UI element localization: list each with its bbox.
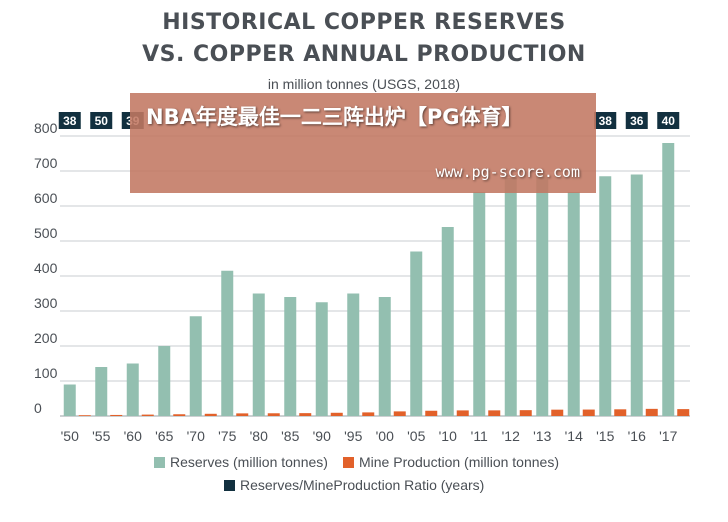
reserves-bar xyxy=(536,174,549,416)
x-axis-ticks: '50 '55 '60 '65 '70 '75 '80 '85 '90 '95 '00 '05 '10 '… xyxy=(61,428,678,444)
x-tick-label: '11 xyxy=(471,428,488,444)
production-bar xyxy=(456,410,469,416)
ratio-badge xyxy=(594,112,617,129)
ratio-label: 38 xyxy=(63,114,77,128)
legend-swatch-ratio xyxy=(224,479,235,491)
y-tick-label: 300 xyxy=(34,295,58,311)
x-tick-label: '55 xyxy=(92,428,110,444)
ratio-badge xyxy=(90,112,113,129)
ratio-badge xyxy=(625,112,648,129)
reserves-bar xyxy=(630,174,643,416)
legend-item-ratio: Reserves/MineProduction Ratio (years) xyxy=(224,477,484,493)
bars xyxy=(63,143,690,416)
reserves-bar xyxy=(252,293,265,416)
y-tick-label: 200 xyxy=(34,330,58,346)
ratio-label: 40 xyxy=(662,114,676,128)
x-tick-label: '85 xyxy=(281,428,299,444)
banner-url: www.pg-score.com xyxy=(435,163,581,181)
production-bar xyxy=(393,411,406,416)
production-bar xyxy=(519,410,532,416)
x-tick-label: '90 xyxy=(313,428,331,444)
chart-subtitle: in million tonnes (USGS, 2018) xyxy=(267,76,461,92)
y-tick-label: 700 xyxy=(34,155,58,171)
x-tick-label: '65 xyxy=(155,428,173,444)
y-tick-label: 600 xyxy=(34,190,58,206)
production-bar xyxy=(677,409,690,416)
x-tick-label: '95 xyxy=(344,428,362,444)
x-tick-label: '00 xyxy=(376,428,394,444)
x-tick-label: '80 xyxy=(250,428,268,444)
ratio-badge xyxy=(657,112,680,129)
production-bar xyxy=(173,414,186,416)
reserves-bar xyxy=(410,251,423,416)
y-tick-label: 100 xyxy=(34,365,58,381)
production-bar xyxy=(299,413,312,416)
production-bar xyxy=(614,409,627,416)
reserves-bar xyxy=(599,176,612,416)
reserves-bar xyxy=(158,346,171,416)
reserves-bar xyxy=(63,384,76,416)
reserves-bar xyxy=(284,297,297,416)
x-tick-label: '50 xyxy=(61,428,79,444)
x-tick-label: '75 xyxy=(218,428,236,444)
y-tick-label: 0 xyxy=(34,400,42,416)
legend-label-production: Mine Production (million tonnes) xyxy=(359,454,559,470)
production-bar xyxy=(204,413,217,416)
y-tick-label: 400 xyxy=(34,260,58,276)
y-axis-ticks: 0 100 200 300 400 500 600 700 800 xyxy=(34,120,58,416)
reserves-bar xyxy=(378,297,391,416)
banner-title: NBA年度最佳一二三阵出炉【PG体育】 xyxy=(146,105,523,129)
x-tick-label: '16 xyxy=(628,428,646,444)
reserves-bar xyxy=(473,192,486,416)
reserves-bar xyxy=(441,227,454,416)
ratio-badge xyxy=(58,112,81,129)
production-bar xyxy=(236,413,249,416)
reserves-bar xyxy=(189,316,202,416)
production-bar xyxy=(645,408,658,416)
reserves-bar xyxy=(504,178,517,416)
legend-item-production: Mine Production (million tonnes) xyxy=(343,454,559,470)
production-bar xyxy=(330,412,343,416)
ratio-label: 36 xyxy=(630,114,644,128)
x-tick-label: '60 xyxy=(124,428,142,444)
ratio-label: 50 xyxy=(95,114,109,128)
x-tick-label: '12 xyxy=(502,428,520,444)
production-bar xyxy=(582,409,595,416)
production-bar xyxy=(362,412,375,416)
x-tick-label: '70 xyxy=(187,428,205,444)
y-tick-label: 800 xyxy=(34,120,58,136)
ratio-label: 38 xyxy=(599,114,613,128)
x-tick-label: '10 xyxy=(439,428,457,444)
chart-title-line1: HISTORICAL COPPER RESERVES xyxy=(162,10,566,35)
reserves-bar xyxy=(95,367,108,416)
production-bar xyxy=(78,415,91,416)
chart-title-line2: VS. COPPER ANNUAL PRODUCTION xyxy=(142,42,586,67)
reserves-bar xyxy=(126,363,139,416)
reserves-bar xyxy=(662,143,675,416)
reserves-bar xyxy=(315,302,328,416)
watermark-banner: NBA年度最佳一二三阵出炉【PG体育】 www.pg-score.com xyxy=(130,93,596,193)
legend-item-reserves: Reserves (million tonnes) xyxy=(154,454,328,470)
x-tick-label: '17 xyxy=(659,428,677,444)
legend-swatch-production xyxy=(343,456,354,468)
x-tick-label: '05 xyxy=(407,428,425,444)
production-bar xyxy=(141,414,154,416)
production-bar xyxy=(425,410,438,416)
legend-label-reserves: Reserves (million tonnes) xyxy=(170,454,328,470)
production-bar xyxy=(267,413,280,416)
legend-swatch-reserves xyxy=(154,456,165,468)
reserves-bar xyxy=(347,293,360,416)
reserves-bar xyxy=(221,270,234,416)
x-tick-label: '15 xyxy=(596,428,614,444)
production-bar xyxy=(110,414,123,416)
x-tick-label: '13 xyxy=(533,428,551,444)
y-tick-label: 500 xyxy=(34,225,58,241)
production-bar xyxy=(551,409,564,416)
legend-label-ratio: Reserves/MineProduction Ratio (years) xyxy=(240,477,485,493)
reserves-bar xyxy=(567,192,580,416)
production-bar xyxy=(488,410,501,416)
x-tick-label: '14 xyxy=(565,428,583,444)
